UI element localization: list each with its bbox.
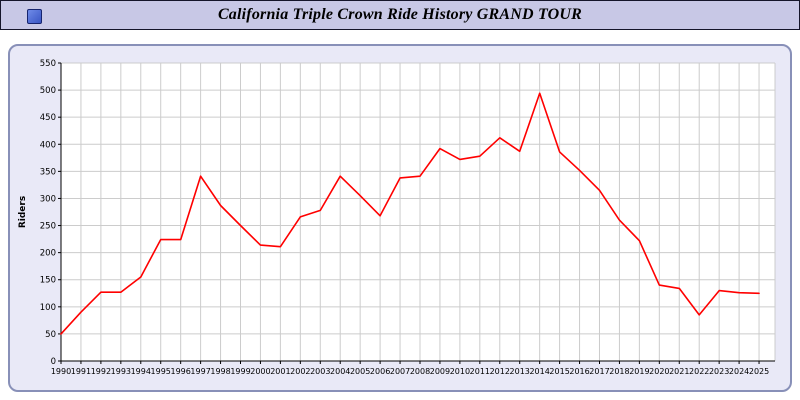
svg-text:450: 450 (40, 113, 56, 123)
svg-text:1997: 1997 (190, 367, 210, 376)
svg-text:2007: 2007 (390, 367, 410, 376)
window-title: California Triple Crown Ride History GRA… (217, 6, 583, 23)
svg-text:0: 0 (51, 357, 56, 367)
svg-text:2017: 2017 (589, 367, 609, 376)
svg-text:2010: 2010 (450, 367, 470, 376)
svg-text:1991: 1991 (71, 367, 91, 376)
svg-text:100: 100 (40, 303, 56, 313)
svg-text:2020: 2020 (649, 367, 669, 376)
svg-text:300: 300 (40, 194, 56, 204)
svg-text:2008: 2008 (410, 367, 430, 376)
plot-area (61, 63, 775, 361)
svg-text:1992: 1992 (91, 367, 111, 376)
svg-text:2019: 2019 (629, 367, 649, 376)
svg-text:200: 200 (40, 249, 56, 259)
svg-text:2024: 2024 (729, 367, 749, 376)
chart-panel: 0 50 100 150 200 250 300 350 400 450 500 550 1990 199… (8, 44, 792, 392)
svg-text:2016: 2016 (569, 367, 589, 376)
svg-text:2021: 2021 (669, 367, 689, 376)
svg-text:1999: 1999 (230, 367, 250, 376)
svg-text:2013: 2013 (510, 367, 530, 376)
svg-text:2015: 2015 (549, 367, 569, 376)
svg-text:2002: 2002 (290, 367, 310, 376)
svg-text:2001: 2001 (270, 367, 290, 376)
svg-text:250: 250 (40, 222, 56, 232)
ride-history-line-chart: 0 50 100 150 200 250 300 350 400 450 500 550 1990 199… (13, 51, 787, 385)
y-axis-labels: 0 50 100 150 200 250 300 350 400 450 500 550 (40, 59, 61, 367)
svg-text:2006: 2006 (370, 367, 390, 376)
svg-text:2014: 2014 (529, 367, 549, 376)
series-line-riders (60, 92, 760, 335)
svg-text:2025: 2025 (749, 367, 769, 376)
svg-text:1998: 1998 (210, 367, 230, 376)
title-bar: California Triple Crown Ride History GRA… (0, 0, 800, 30)
svg-text:400: 400 (40, 140, 56, 150)
svg-text:1994: 1994 (131, 367, 151, 376)
svg-text:2005: 2005 (350, 367, 370, 376)
svg-text:150: 150 (40, 276, 56, 286)
svg-text:1993: 1993 (111, 367, 131, 376)
svg-text:2000: 2000 (250, 367, 270, 376)
svg-text:1990: 1990 (51, 367, 71, 376)
svg-text:2003: 2003 (310, 367, 330, 376)
axes (60, 63, 775, 362)
svg-text:2012: 2012 (490, 367, 510, 376)
svg-text:500: 500 (40, 86, 56, 96)
svg-text:2023: 2023 (709, 367, 729, 376)
svg-text:2018: 2018 (609, 367, 629, 376)
svg-text:2009: 2009 (430, 367, 450, 376)
svg-text:350: 350 (40, 167, 56, 177)
svg-text:2022: 2022 (689, 367, 709, 376)
y-axis-title: Riders (18, 196, 28, 228)
svg-text:1996: 1996 (170, 367, 190, 376)
svg-text:550: 550 (40, 59, 56, 69)
x-axis-labels: 1990 1991 1992 1993 1994 1995 1996 1997 1998 1999… (51, 361, 769, 376)
app-window-icon (27, 9, 42, 24)
svg-text:50: 50 (45, 330, 56, 340)
svg-text:2004: 2004 (330, 367, 350, 376)
svg-text:1995: 1995 (151, 367, 171, 376)
svg-text:2011: 2011 (470, 367, 490, 376)
